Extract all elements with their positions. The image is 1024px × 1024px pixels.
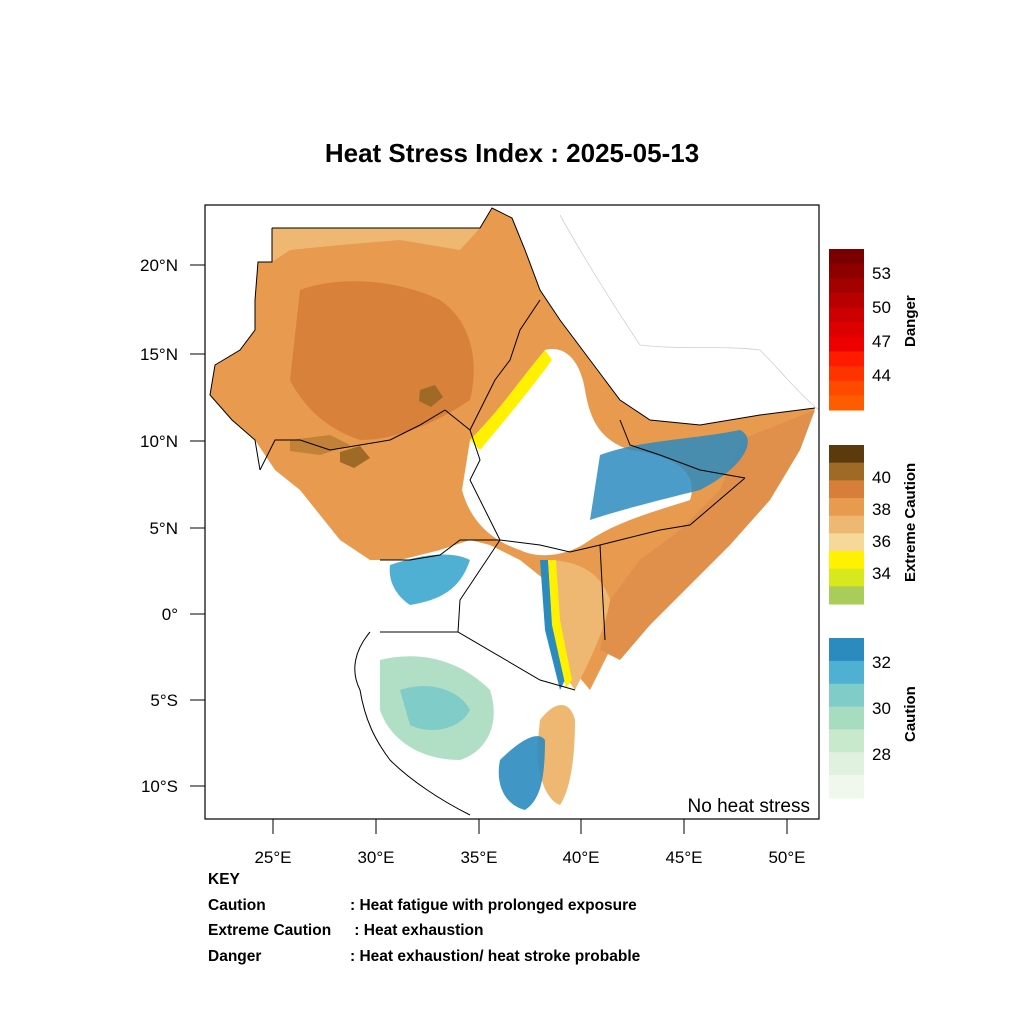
key-term: Extreme Caution [208, 922, 332, 939]
colorbar-tick: 32 [872, 653, 891, 672]
colorbar-swatch [829, 336, 864, 352]
somalia-region [600, 410, 815, 660]
colorbar-swatch [829, 445, 864, 464]
colorbar-swatch [829, 480, 864, 499]
lat-label: 10°S [141, 777, 178, 796]
colorbar-tick: 40 [872, 468, 891, 487]
colorbar-swatch [829, 366, 864, 382]
colorbar-swatch [829, 307, 864, 323]
lon-label: 45°E [665, 848, 702, 867]
colorbar-tick: 36 [872, 532, 891, 551]
colorbar-swatch [829, 292, 864, 309]
key-desc: : Heat exhaustion/ heat stroke probable [350, 947, 641, 965]
legend-key: KEY Caution : Heat fatigue with prolonge… [208, 867, 640, 969]
colorbar-tick: 47 [872, 332, 891, 351]
tz-coast-blue [498, 736, 545, 810]
colorbar-swatch [829, 498, 864, 517]
colorbar-tick: 28 [872, 745, 891, 764]
country-borders [209, 207, 816, 691]
lat-label: 5°S [150, 691, 178, 710]
uganda-blue [389, 554, 470, 605]
key-desc: : Heat fatigue with prolonged exposure [350, 896, 637, 914]
colorbar-tick: 44 [872, 366, 891, 385]
map-area [209, 207, 819, 816]
colorbar-danger [829, 249, 864, 411]
lat-label: 0° [162, 605, 178, 624]
lat-label: 5°N [149, 519, 178, 538]
colorbar-swatch [829, 683, 864, 708]
colorbar-swatch [829, 395, 864, 411]
key-row: Extreme Caution : Heat exhaustion [208, 918, 640, 944]
map-title: Heat Stress Index : 2025-05-13 [324, 138, 700, 168]
colorbar-extreme-caution [829, 445, 864, 605]
hot-spot-2 [340, 446, 370, 468]
north-strip [272, 228, 480, 262]
coast-yellow-edge [548, 560, 572, 688]
lat-label: 10°N [140, 432, 178, 451]
no-heat-stress-label: No heat stress [688, 796, 811, 817]
colorbar-title-danger: Danger [902, 295, 919, 347]
colorbar-tick: 30 [872, 699, 891, 718]
hot-spot-3 [290, 435, 350, 455]
lon-label: 35°E [460, 848, 497, 867]
colorbar-swatch [829, 263, 864, 279]
lat-label: 20°N [140, 256, 178, 275]
colorbar-swatch [829, 752, 864, 776]
lat-label: 15°N [140, 345, 178, 364]
key-term: Danger [208, 947, 262, 965]
lon-label: 40°E [562, 848, 599, 867]
colorbar-swatch [829, 462, 864, 481]
key-row: Danger : Heat exhaustion/ heat stroke pr… [208, 944, 640, 970]
hot-spot-1 [419, 385, 443, 407]
map-frame [204, 204, 820, 820]
lon-label: 25°E [254, 848, 291, 867]
colorbar-swatch [829, 278, 864, 294]
tanzania-west-border [354, 631, 471, 816]
colorbar-swatch [829, 515, 864, 534]
colorbar-swatch [829, 775, 864, 799]
colorbar-tick: 38 [872, 500, 891, 519]
colorbar-swatch [829, 586, 864, 605]
lon-label: 50°E [768, 848, 805, 867]
colorbar-title-caution: Caution [902, 686, 919, 742]
key-row: Caution : Heat fatigue with prolonged ex… [208, 893, 640, 919]
tz-coast-orange [537, 705, 575, 805]
lon-axis: 25°E 30°E 35°E 40°E 45°E 50°E [254, 819, 806, 867]
colorbar-swatch [829, 660, 864, 685]
ethiopia-yellow-edge [470, 350, 552, 450]
colorbar-swatch [829, 551, 864, 570]
key-desc: : Heat exhaustion [350, 922, 484, 939]
colorbar-swatch [829, 533, 864, 552]
lon-label: 30°E [357, 848, 394, 867]
colorbar-swatch [829, 568, 864, 587]
key-term: Caution [208, 896, 266, 914]
colorbar-swatch [829, 380, 864, 396]
colorbar-swatch [829, 729, 864, 753]
key-heading: KEY [208, 871, 240, 888]
colorbar-tick: 53 [872, 264, 891, 283]
colorbar-caution [829, 638, 864, 799]
colorbar-swatch [829, 351, 864, 367]
tanzania-teal-dark [400, 686, 470, 730]
colorbar-swatch [829, 638, 864, 662]
colorbar-title-extreme-caution: Extreme Caution [902, 463, 919, 582]
colorbar-tick: 50 [872, 298, 891, 317]
lat-axis: 20°N 15°N 10°N 5°N 0° 5°S 10°S [140, 256, 205, 796]
colorbar-swatch [829, 322, 864, 338]
colorbar-swatch [829, 706, 864, 730]
colorbar-tick: 34 [872, 564, 891, 583]
arabia-outline [559, 214, 819, 411]
colorbar-swatch [829, 249, 864, 265]
ethiopia-teal [590, 430, 748, 520]
